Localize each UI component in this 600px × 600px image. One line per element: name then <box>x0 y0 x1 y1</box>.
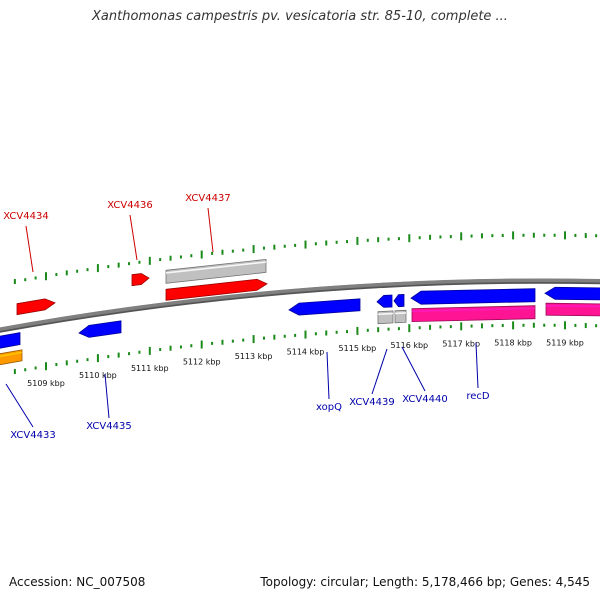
gene-label-xcv4439: XCV4439 <box>349 397 394 408</box>
gene-xcv4433-orange-body <box>0 349 23 366</box>
gene-xcv4434 <box>16 298 56 316</box>
gene-xcv4437-pseudo-highlight <box>165 261 267 274</box>
tick-label-5114: 5114 kbp <box>287 348 325 357</box>
gene-right-reverse-highlight <box>554 289 600 292</box>
tick-label-5119: 5119 kbp <box>546 338 584 347</box>
gene-right-reverse-body <box>544 286 600 301</box>
tick-label-5113: 5113 kbp <box>235 352 273 361</box>
gene-xcv4439-body <box>376 294 393 308</box>
gene-xcv4433-highlight <box>0 334 21 340</box>
chromosome-backbone <box>0 278 600 333</box>
leader-xcv4437 <box>207 207 214 253</box>
leader-xcv4436 <box>129 214 138 261</box>
gene-recd-reverse-highlight <box>420 290 536 295</box>
gene-xcv4436-highlight <box>131 275 142 279</box>
gene-xcv4437-body <box>165 278 268 301</box>
gene-xcv4437-highlight <box>165 281 258 293</box>
gene-right-reverse <box>544 286 600 301</box>
gene-xcv4440-pseudo-highlight <box>394 312 407 315</box>
gene-xopq <box>288 298 361 316</box>
leader-xcv4433 <box>5 383 34 428</box>
gene-labels: XCV4434 XCV4436 XCV4437 XCV4433 XCV4435 xopQ X… <box>3 193 490 441</box>
gene-xcv4433 <box>0 332 21 349</box>
gene-label-xcv4440: XCV4440 <box>402 394 447 405</box>
gene-xcv4436-body <box>131 273 150 287</box>
gene-xcv4440-pseudo-body <box>394 309 407 324</box>
gene-xcv4437 <box>165 278 268 301</box>
gene-xcv4440-body <box>393 293 405 308</box>
backbone-line <box>0 278 600 331</box>
gene-label-xcv4436: XCV4436 <box>107 200 152 211</box>
gene-xcv4435-body <box>78 320 122 338</box>
gene-xcv4433-orange-highlight <box>0 351 23 358</box>
gene-xcv4435-highlight <box>88 322 122 329</box>
gene-xcv4440 <box>393 293 405 308</box>
gene-label-xcv4434: XCV4434 <box>3 211 48 222</box>
gene-label-xcv4433: XCV4433 <box>10 430 55 441</box>
tick-label-5118: 5118 kbp <box>494 338 532 347</box>
gene-label-leaders <box>5 207 479 428</box>
gene-label-xcv4435: XCV4435 <box>86 421 131 432</box>
tick-label-5116: 5116 kbp <box>390 341 428 350</box>
gene-xcv4435 <box>78 320 122 338</box>
scale-tick-labels: 5109 kbp 5110 kbp 5111 kbp 5112 kbp 5113 kbp… <box>27 338 584 388</box>
leader-xcv4439 <box>371 348 388 395</box>
gene-right-highlight <box>545 302 600 317</box>
gene-xcv4439-pseudo-highlight <box>377 312 394 316</box>
gene-xcv4434-highlight <box>16 300 46 308</box>
gene-xcv4437-pseudo <box>165 258 267 284</box>
gene-recd <box>411 305 536 323</box>
page-title: Xanthomonas campestris pv. vesicatoria s… <box>92 9 508 24</box>
gene-xopq-body <box>288 298 361 316</box>
gene-label-xopq: xopQ <box>316 402 342 413</box>
gene-xcv4439 <box>376 294 393 308</box>
forward-scale-ticks <box>13 231 598 285</box>
gene-xcv4436 <box>131 273 150 287</box>
gene-xcv4440-pseudo <box>394 309 407 324</box>
gene-xcv4434-body <box>16 298 56 316</box>
leader-recd <box>475 342 479 389</box>
gene-xcv4439-pseudo <box>377 310 394 325</box>
tick-label-5111: 5111 kbp <box>131 364 169 373</box>
gene-right-highlight-body <box>545 302 600 317</box>
accession-text: Accession: NC_007508 <box>9 575 146 589</box>
leader-xcv4434 <box>25 225 34 273</box>
gene-xopq-highlight <box>298 300 361 307</box>
tick-label-5109: 5109 kbp <box>27 379 65 388</box>
gene-recd-highlight <box>411 307 536 312</box>
leader-xcv4435 <box>104 373 110 419</box>
tick-label-5117: 5117 kbp <box>442 339 480 348</box>
genome-summary-text: Topology: circular; Length: 5,178,466 bp… <box>260 575 590 589</box>
tick-label-5115: 5115 kbp <box>339 344 377 353</box>
gene-xcv4439-pseudo-body <box>377 310 394 325</box>
gene-recd-reverse <box>410 288 536 305</box>
gene-xcv4433-orange <box>0 349 23 366</box>
leader-xcv4440 <box>401 346 426 392</box>
gene-label-recd: recD <box>466 391 490 402</box>
gene-label-xcv4437: XCV4437 <box>185 193 230 204</box>
tick-label-5110: 5110 kbp <box>79 371 117 380</box>
gene-features <box>0 258 600 366</box>
gene-right-highlight-highlight <box>545 305 600 308</box>
leader-xopq <box>326 351 330 400</box>
reverse-scale-ticks <box>13 321 598 375</box>
tick-label-5112: 5112 kbp <box>183 358 221 367</box>
